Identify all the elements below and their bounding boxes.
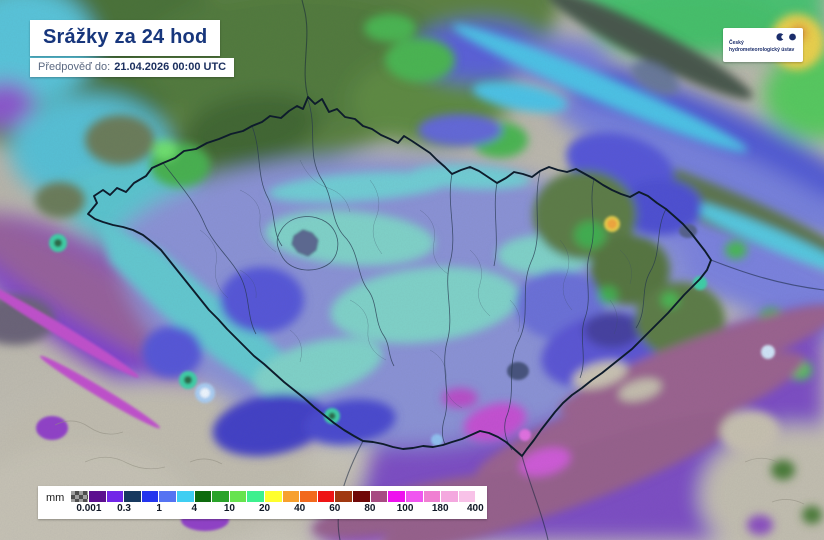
- legend-tick-label: 40: [294, 503, 306, 514]
- legend-swatch: [247, 491, 265, 502]
- legend-swatch: [124, 491, 141, 502]
- legend-swatch: [282, 491, 300, 502]
- legend-swatch: [88, 491, 106, 502]
- legend-tick-label: 60: [329, 503, 341, 514]
- legend-swatch: [441, 491, 458, 502]
- legend-color-scale: [71, 491, 476, 502]
- chmi-logo-icon: [776, 33, 796, 41]
- legend-swatch: [317, 491, 335, 502]
- legend-tick-label: 80: [364, 503, 376, 514]
- chmi-logo: Český hydrometeorologický ústav: [723, 28, 803, 62]
- legend-swatch: [370, 491, 388, 502]
- legend-tick-label: 0.3: [117, 503, 131, 514]
- legend-swatch: [194, 491, 212, 502]
- legend-swatch: [335, 491, 353, 502]
- region-boundaries: [162, 99, 667, 451]
- legend-swatch: [229, 491, 247, 502]
- legend-swatch: [353, 491, 370, 502]
- legend: mm 0.001 0.3 1 4 10 20 40 60 80 100 180 400: [38, 486, 488, 519]
- map-title: Srážky za 24 hod: [30, 20, 221, 56]
- legend-tick-label: 400: [466, 503, 484, 514]
- city-prague: [291, 229, 319, 257]
- legend-tick-label: 20: [258, 503, 271, 514]
- legend-tick-label: 100: [396, 503, 414, 514]
- legend-tick-label: 10: [223, 503, 235, 514]
- legend-tick-label: 1: [156, 503, 162, 514]
- district-boundaries: [199, 159, 632, 409]
- legend-swatch: [71, 491, 88, 502]
- country-border: [87, 96, 712, 457]
- legend-swatch: [106, 491, 124, 502]
- legend-swatch: [141, 491, 159, 502]
- legend-tick-label: 0.001: [76, 503, 102, 514]
- legend-tick-label: 180: [431, 503, 449, 514]
- legend-swatch: [159, 491, 176, 502]
- forecast-label: Předpověď do:: [38, 61, 111, 73]
- legend-swatch: [300, 491, 317, 502]
- city-brno: [507, 362, 529, 380]
- legend-swatch: [405, 491, 423, 502]
- legend-swatch: [423, 491, 441, 502]
- legend-swatch: [388, 491, 405, 502]
- forecast-validity: Předpověď do: 21.04.2026 00:00 UTC: [30, 58, 235, 77]
- legend-swatch: [458, 491, 476, 502]
- city-areas: [291, 224, 697, 380]
- legend-swatch: [176, 491, 194, 502]
- forecast-datetime: 21.04.2026 00:00 UTC: [114, 61, 227, 73]
- legend-tick-label: 4: [191, 503, 198, 514]
- legend-swatch: [265, 491, 282, 502]
- chmi-logo-text: Český hydrometeorologický ústav: [729, 40, 795, 53]
- legend-unit: mm: [46, 492, 65, 504]
- legend-swatch: [212, 491, 229, 502]
- legend-tick-labels: 0.001 0.3 1 4 10 20 40 60 80 100 180 400: [71, 503, 483, 516]
